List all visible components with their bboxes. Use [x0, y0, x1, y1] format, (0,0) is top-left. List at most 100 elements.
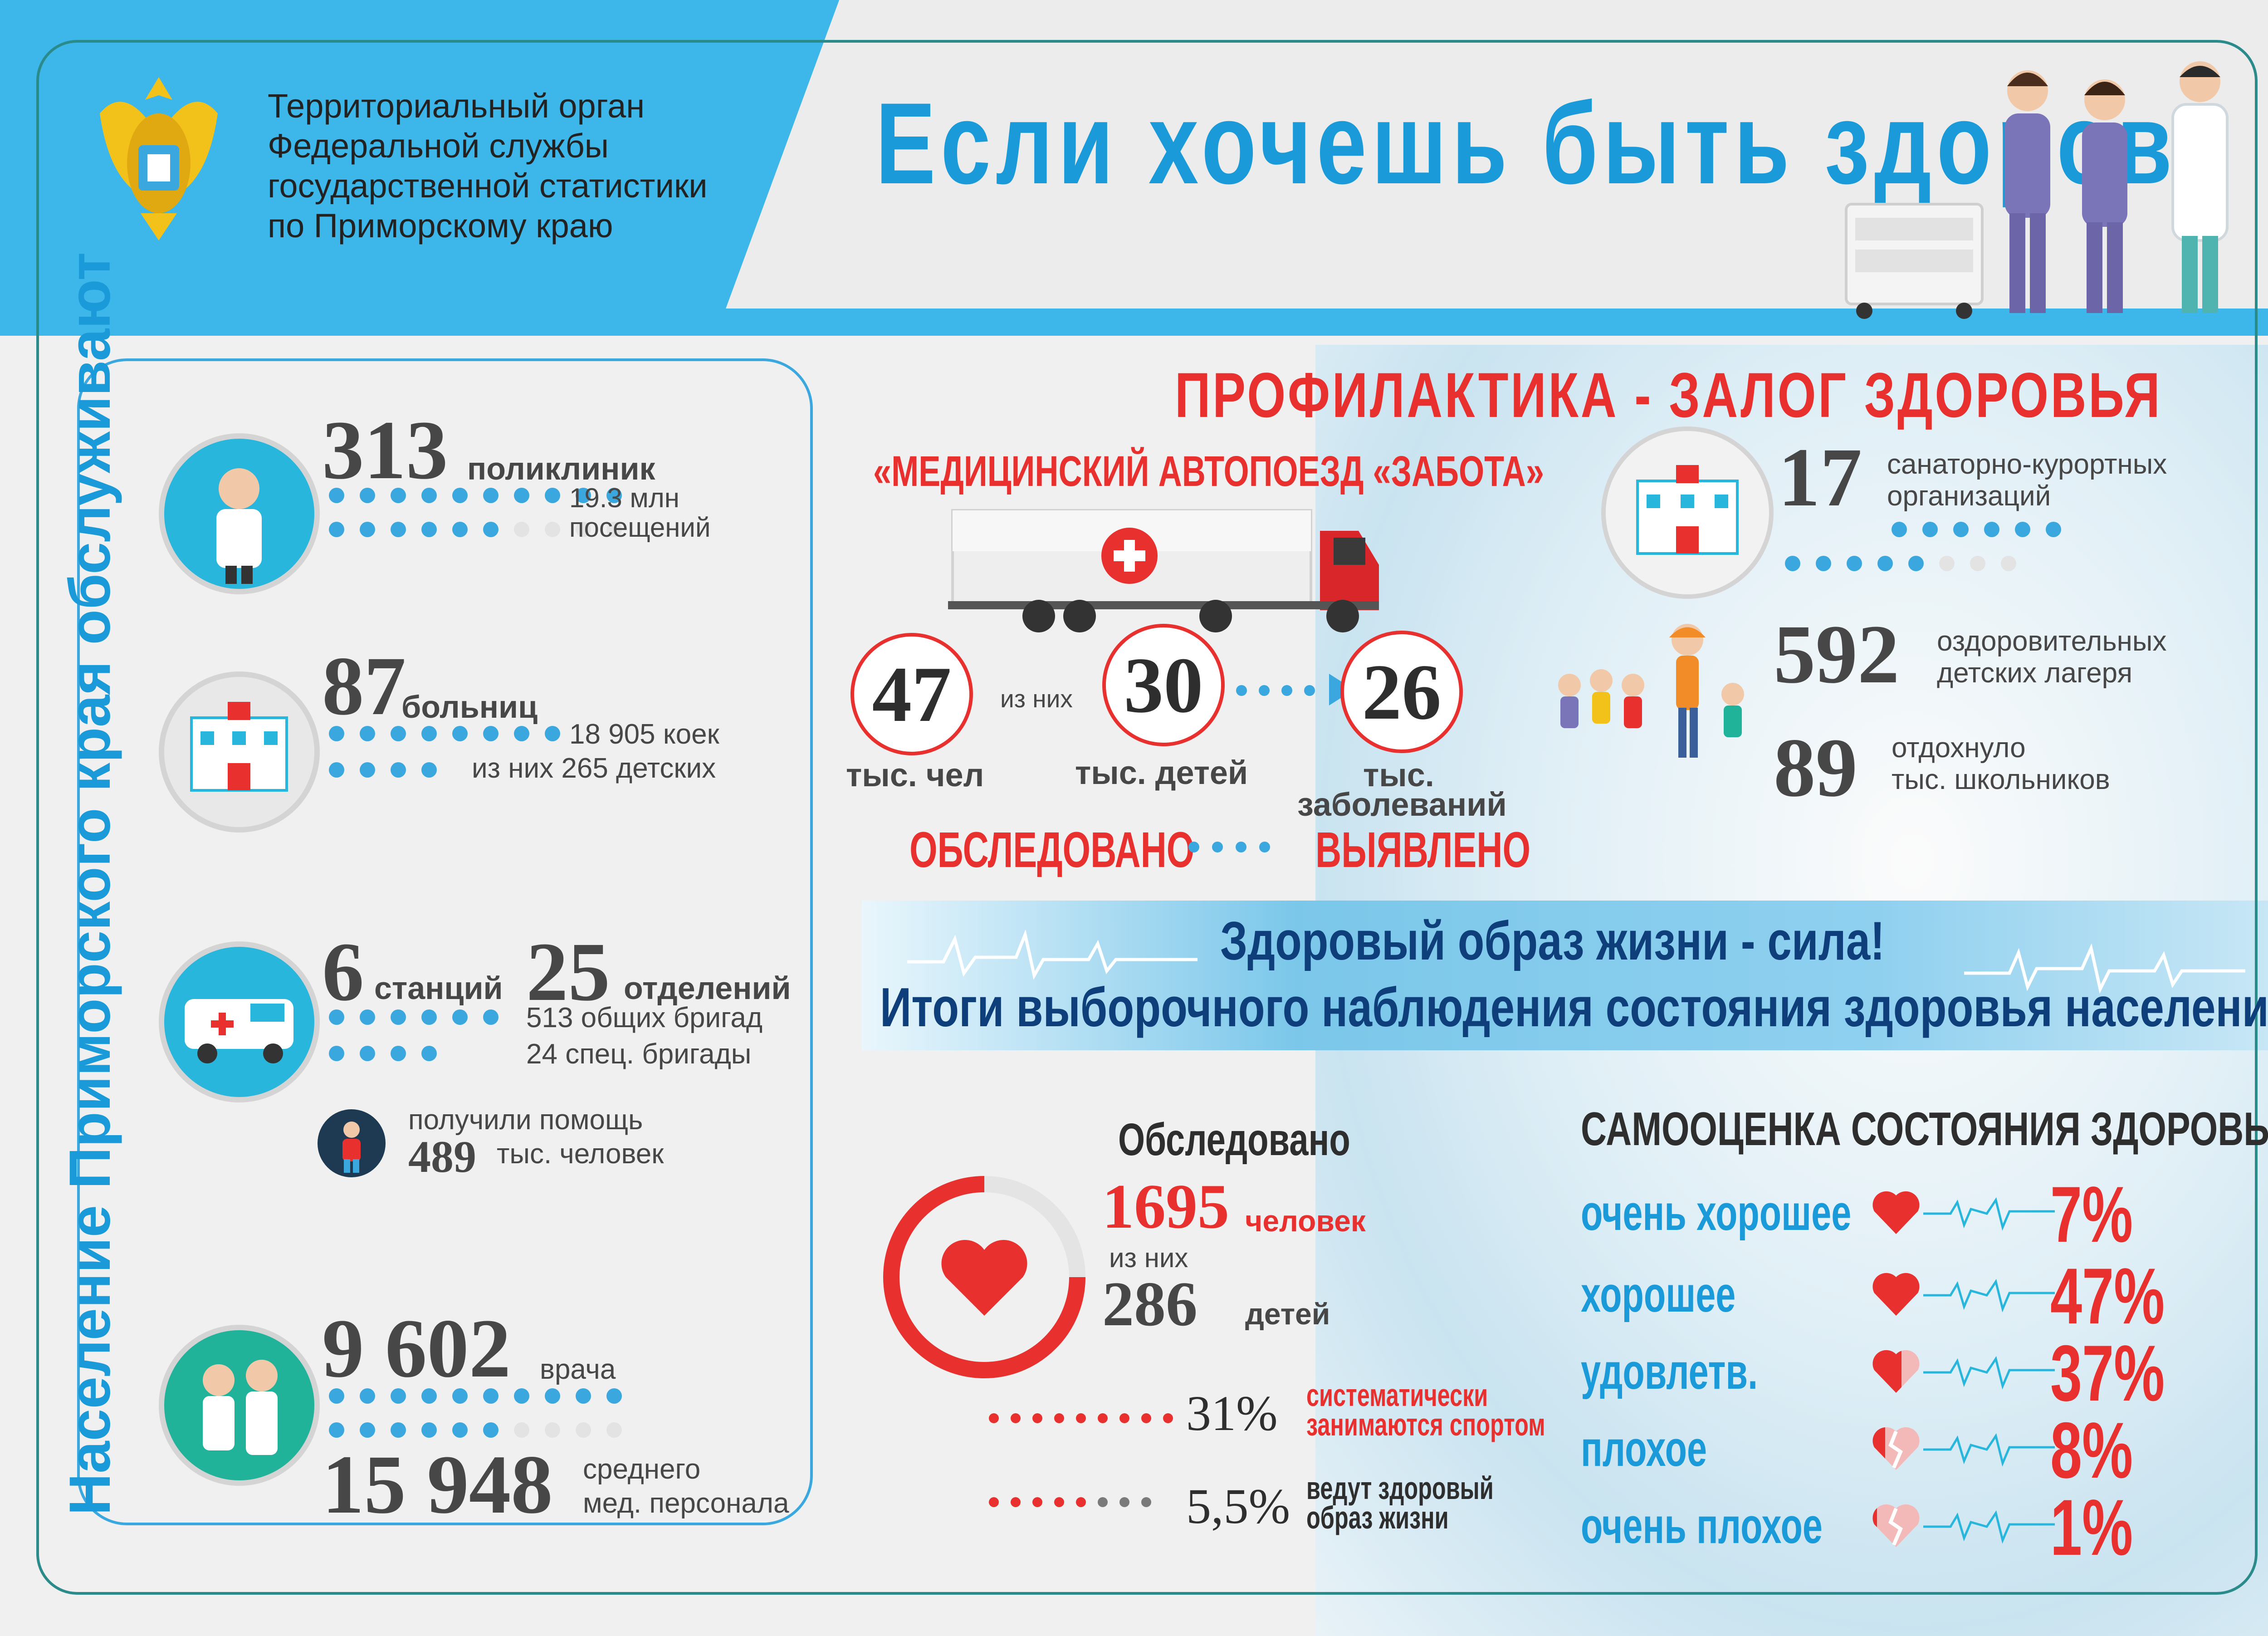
hospitals-children: из них 265 детских [472, 753, 716, 784]
broken-heart-icon [1872, 1504, 2055, 1547]
medical-staff-illustration [1845, 61, 2229, 319]
rating-label: плохое [1581, 1421, 1707, 1477]
rating-value: 37% [2050, 1329, 2165, 1418]
special-brigades: 24 спец. бригады [526, 1038, 752, 1070]
examined-found-dots [1188, 842, 1270, 852]
children-family-illustration [1558, 624, 1744, 758]
survey-heading: Обследовано [1118, 1114, 1350, 1165]
departments-number: 25 [526, 926, 610, 1019]
org-line-3: государственной статистики [268, 167, 708, 205]
left-panel [77, 358, 813, 1525]
rested-number: 89 [1774, 721, 1857, 814]
healthy-label-2: образ жизни [1306, 1500, 1449, 1535]
survey-of-them: из них [1109, 1243, 1188, 1273]
staff-dots-row1 [329, 1388, 622, 1404]
medium-staff-unit2: мед. персонала [583, 1488, 789, 1519]
ambulance-dots-row1 [329, 1009, 499, 1025]
survey-people-unit: человек [1245, 1204, 1366, 1238]
clinics-dots-row2 [329, 522, 622, 537]
broken-heart-icon [1872, 1427, 2055, 1470]
clinics-unit: поликлиник [467, 451, 655, 486]
page-title: Если хочешь быть здоров! [875, 79, 2212, 208]
sanatoria-label-2: организаций [1887, 480, 2051, 512]
sport-percent: 31% [1186, 1386, 1278, 1441]
medical-train-title: «МЕДИЦИНСКИЙ АВТОПОЕЗД «ЗАБОТА» [873, 447, 1544, 495]
org-line-1: Территориальный орган [268, 87, 645, 125]
sanatoria-dots-row2 [1785, 556, 2016, 571]
medium-staff-unit1: среднего [583, 1454, 701, 1485]
survey-kids-number: 286 [1102, 1269, 1198, 1339]
rating-label: удовлетв. [1581, 1344, 1758, 1400]
clinics-number: 313 [322, 404, 448, 497]
heart-icon [1872, 1273, 2055, 1316]
help-label: получили помощь [408, 1104, 643, 1136]
rating-label: очень плохое [1581, 1498, 1823, 1554]
doctors-unit: врача [540, 1354, 616, 1385]
rating-value: 7% [2050, 1171, 2133, 1259]
children-unit: тыс. детей [1075, 755, 1248, 791]
doctor-icon [159, 433, 320, 594]
rested-label-2: тыс. школьников [1892, 764, 2110, 795]
rested-label-1: отдохнуло [1892, 732, 2026, 764]
examined-number: 47 [872, 650, 952, 738]
medical-truck-icon [948, 509, 1379, 632]
hospitals-dots-row2 [329, 762, 437, 778]
self-assessment-heading: САМООЦЕНКА СОСТОЯНИЯ ЗДОРОВЬЯ [1581, 1103, 2268, 1156]
found-label: ВЫЯВЛЕНО [1315, 822, 1531, 878]
doctors-number: 9 602 [322, 1302, 511, 1395]
children-to-diseases-dots [1236, 685, 1315, 696]
doctors-icon [159, 1325, 320, 1486]
left-panel-vertical-title: Население Приморского края обслуживают [58, 252, 122, 1515]
departments-unit: отделений [624, 970, 791, 1006]
clinics-visits-value: 19.3 млн [569, 483, 679, 513]
hospitals-unit: больниц [401, 689, 538, 725]
outer-frame [36, 40, 2258, 1595]
general-brigades: 513 общих бригад [526, 1002, 763, 1034]
heart-icon [1872, 1191, 2055, 1234]
of-them-label: из них [1000, 685, 1073, 713]
diseases-unit-1: тыс. [1363, 757, 1434, 794]
heartbeat-line-right [1964, 944, 2245, 994]
hospitals-dots-row1 [329, 726, 560, 741]
examined-ring: 47 [850, 633, 973, 755]
examined-unit: тыс. чел [846, 757, 984, 794]
medium-staff-number: 15 948 [322, 1438, 553, 1531]
ambulance-icon [159, 941, 320, 1102]
sanatoria-dots-row1 [1892, 522, 2061, 537]
ambulance-dots-row2 [329, 1046, 437, 1061]
stations-unit: станций [374, 970, 503, 1006]
prevention-heading: ПРОФИЛАКТИКА - ЗАЛОГ ЗДОРОВЬЯ [1175, 359, 2162, 431]
children-ring: 30 [1102, 624, 1225, 746]
diseases-number: 26 [1362, 647, 1442, 736]
heart-icon [1872, 1350, 2055, 1393]
help-unit: тыс. человек [497, 1138, 664, 1170]
hospitals-number: 87 [322, 640, 406, 733]
survey-kids-unit: детей [1245, 1297, 1330, 1331]
healthy-percent: 5,5% [1186, 1479, 1290, 1534]
hospitals-beds: 18 905 коек [569, 719, 719, 750]
diseases-unit-2: заболеваний [1297, 787, 1507, 823]
rating-label: очень хорошее [1581, 1185, 1852, 1241]
camps-label-1: оздоровительных [1937, 626, 2167, 657]
sanatorium-building-icon [1601, 426, 1774, 599]
org-line-2: Федеральной службы [268, 127, 609, 165]
org-name: Территориальный орган Федеральной службы… [268, 86, 708, 246]
rating-value: 8% [2050, 1406, 2133, 1495]
survey-heart-ring [883, 1176, 1085, 1378]
stations-number: 6 [322, 926, 364, 1019]
clinics-visits-label: посещений [569, 512, 711, 543]
sport-label-1: систематически [1306, 1377, 1488, 1413]
sport-label-2: занимаются спортом [1306, 1407, 1545, 1442]
healthy-dots [989, 1497, 1151, 1507]
eagle-emblem-icon [73, 59, 245, 250]
staff-dots-row2 [329, 1422, 622, 1438]
sanatoria-label-1: санаторно-курортных [1887, 449, 2167, 480]
heartbeat-line-left [907, 930, 1198, 980]
children-number: 30 [1124, 641, 1203, 729]
healthy-label-1: ведут здоровый [1306, 1470, 1494, 1506]
banner-line-1: Здоровый образ жизни - сила! [1220, 911, 1885, 971]
help-number: 489 [408, 1131, 476, 1182]
camps-label-2: детских лагеря [1937, 657, 2133, 689]
injured-person-icon [318, 1109, 386, 1177]
banner-line-2: Итоги выборочного наблюдения состояния з… [880, 976, 2268, 1038]
